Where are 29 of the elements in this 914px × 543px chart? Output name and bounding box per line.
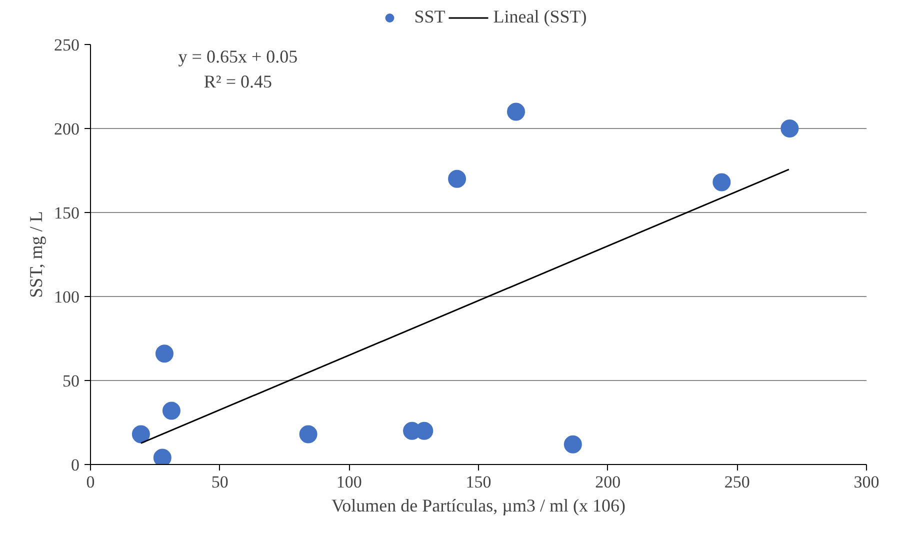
point	[448, 170, 466, 188]
x-tick-label: 50	[211, 472, 228, 492]
y-tick-label: 50	[62, 372, 80, 390]
annotation: y = 0.65x + 0.05	[178, 46, 298, 66]
y-tick-label: 250	[54, 36, 80, 54]
x-tick-label: 250	[724, 472, 750, 492]
y-tick-label: 200	[54, 120, 80, 138]
y-tick-label: 0	[71, 456, 80, 474]
x-tick-label: 100	[336, 472, 362, 492]
x-tick-label: 150	[466, 472, 492, 492]
legend-label: Lineal (SST)	[493, 6, 587, 28]
point	[299, 425, 318, 444]
x-tick-label: 300	[854, 472, 880, 492]
point	[780, 120, 799, 138]
point	[564, 435, 582, 454]
point	[507, 102, 526, 121]
point	[132, 425, 150, 444]
y-tick-label: 150	[54, 204, 80, 222]
annotation: R² = 0.45	[204, 72, 272, 92]
x-tick-label: 200	[595, 472, 621, 492]
point	[153, 448, 172, 464]
x-axis-title: Volumen de Partículas, µm3 / ml (x 106)	[332, 496, 626, 516]
legend-label: SST	[414, 6, 446, 28]
y-tick-label: 100	[54, 288, 80, 306]
y-axis-title: SST, mg / L	[26, 211, 46, 298]
point	[162, 402, 180, 420]
x-tick-label: 0	[86, 472, 95, 492]
point	[155, 344, 174, 363]
point	[712, 173, 731, 192]
